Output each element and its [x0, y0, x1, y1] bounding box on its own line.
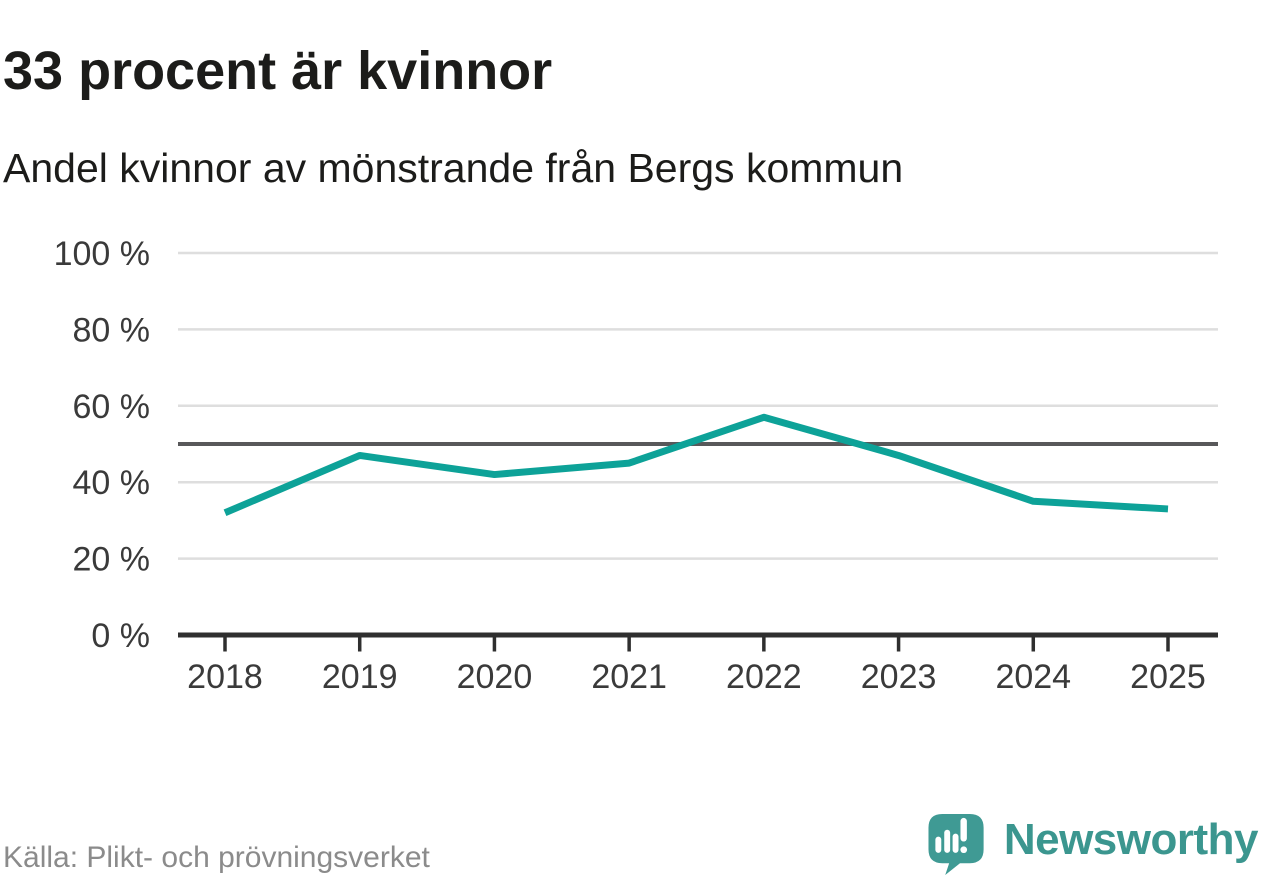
y-axis-tick-label: 80 %	[73, 311, 151, 349]
source-note: Källa: Plikt- och prövningsverket	[3, 841, 430, 874]
exclamation-stem	[960, 817, 967, 842]
data-line	[223, 413, 1169, 516]
y-axis-tick-label: 40 %	[73, 464, 151, 502]
y-axis-tick-label: 60 %	[73, 388, 151, 426]
y-axis-tick-label: 100 %	[54, 235, 150, 273]
x-axis-tick-label: 2018	[187, 658, 263, 696]
x-axis-tick-label: 2022	[726, 658, 802, 696]
chart-subtitle: Andel kvinnor av mönstrande från Bergs k…	[3, 145, 904, 191]
exclamation-dot	[960, 846, 967, 854]
brand-logo: Newsworthy	[926, 812, 1259, 875]
x-axis-tick-label: 2021	[591, 658, 667, 696]
newsworthy-logo-icon	[928, 813, 984, 875]
x-axis-tick-label: 2020	[457, 658, 533, 696]
y-axis-tick-label: 0 %	[91, 617, 150, 655]
chart-title: 33 procent är kvinnor	[3, 41, 553, 102]
bar-chart-glyph	[935, 817, 967, 854]
brand-name: Newsworthy	[1003, 814, 1259, 864]
y-axis-tick-label: 20 %	[73, 541, 151, 579]
x-axis-tick-label: 2024	[995, 658, 1071, 696]
x-axis-tick-label: 2019	[322, 658, 398, 696]
x-axis-tick-label: 2023	[861, 658, 937, 696]
x-axis-tick-label: 2025	[1130, 658, 1206, 696]
